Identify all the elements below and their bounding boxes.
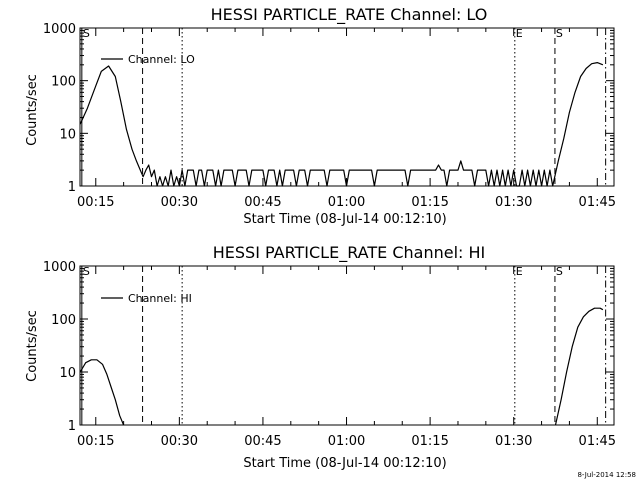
x-tick-label: 01:15 <box>411 195 448 210</box>
panel-lo: HESSI PARTICLE_RATE Channel: LO 1 10 100 10… <box>25 5 616 227</box>
legend-label: Channel: HI <box>128 292 192 305</box>
x-tick-label: 00:45 <box>244 195 281 210</box>
series-line <box>554 307 604 426</box>
x-axis: 00:15 00:30 00:45 01:00 01:15 01:30 01:45 <box>77 28 616 210</box>
x-tick-label: 01:45 <box>579 434 616 449</box>
marker-label: E <box>516 27 523 40</box>
x-axis: 00:15 00:30 00:45 01:00 01:15 01:30 01:45 <box>77 266 616 449</box>
x-tick-label: 01:30 <box>495 434 532 449</box>
y-tick-label: 1 <box>68 419 76 434</box>
panel-hi: HESSI PARTICLE_RATE Channel: HI 1 10 100 10… <box>25 243 616 471</box>
y-tick-label: 10 <box>59 127 76 142</box>
y-tick-label: 1000 <box>43 260 76 275</box>
y-axis: 1 10 100 1000 <box>43 22 614 195</box>
plot-frame <box>79 27 615 187</box>
y-tick-label: 100 <box>51 75 76 90</box>
x-tick-label: 01:00 <box>328 195 365 210</box>
x-tick-label: 01:30 <box>495 195 532 210</box>
marker-label: S <box>83 27 90 40</box>
y-tick-label: 1000 <box>43 22 76 37</box>
x-tick-label: 00:30 <box>161 195 198 210</box>
x-tick-label: 01:00 <box>328 434 365 449</box>
chart-title: HESSI PARTICLE_RATE Channel: LO <box>211 5 488 25</box>
series-line <box>79 62 604 187</box>
footer-timestamp: 8-Jul-2014 12:58 <box>577 471 636 479</box>
plot-frame <box>79 265 615 426</box>
y-axis: 1 10 100 1000 <box>43 260 614 434</box>
marker-label: S <box>83 265 90 278</box>
y-tick-label: 100 <box>51 313 76 328</box>
x-tick-label: 00:45 <box>244 434 281 449</box>
x-tick-label: 00:30 <box>161 434 198 449</box>
x-tick-label: 00:15 <box>77 195 114 210</box>
marker-label: E <box>516 265 523 278</box>
marker-label: S <box>556 27 563 40</box>
y-axis-label: Counts/sec <box>25 74 40 146</box>
x-axis-label: Start Time (08-Jul-14 00:12:10) <box>243 212 446 227</box>
x-tick-label: 00:15 <box>77 434 114 449</box>
x-tick-label: 01:15 <box>411 434 448 449</box>
marker-label: S <box>556 265 563 278</box>
series-lines <box>79 307 604 426</box>
y-tick-label: 10 <box>59 366 76 381</box>
x-tick-label: 01:45 <box>579 195 616 210</box>
series-lines <box>79 62 604 187</box>
y-axis-label: Counts/sec <box>25 310 40 382</box>
legend: Channel: LO <box>101 53 195 66</box>
legend: Channel: HI <box>101 292 192 305</box>
x-axis-label: Start Time (08-Jul-14 00:12:10) <box>243 456 446 471</box>
legend-label: Channel: LO <box>128 53 195 66</box>
chart-title: HESSI PARTICLE_RATE Channel: HI <box>213 243 486 263</box>
series-line <box>79 359 125 426</box>
y-tick-label: 1 <box>68 180 76 195</box>
